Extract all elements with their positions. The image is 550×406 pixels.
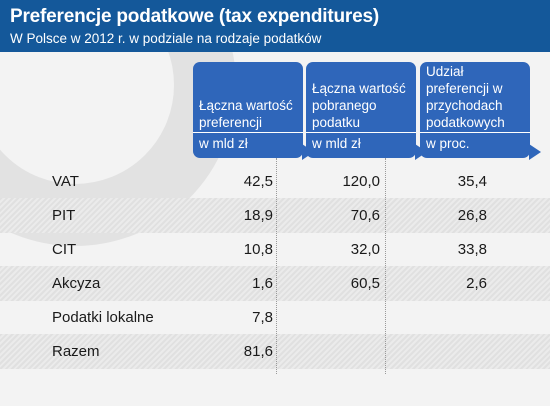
value-preferencje: 7,8 bbox=[252, 309, 273, 326]
chart-subtitle: W Polsce w 2012 r. w podziale na rodzaje… bbox=[10, 31, 322, 46]
value-preferencje: 10,8 bbox=[243, 241, 273, 258]
value-preferencje: 81,6 bbox=[243, 343, 273, 360]
column-divider bbox=[276, 158, 277, 374]
value-pobrany-podatek: 70,6 bbox=[350, 207, 380, 224]
column-header-divider bbox=[306, 132, 416, 133]
column-header-udzial: Udział preferencji w przychodach podatko… bbox=[420, 62, 541, 160]
value-udzial: 35,4 bbox=[457, 173, 487, 190]
column-header-unit: w mld zł bbox=[199, 136, 248, 151]
row-label: VAT bbox=[52, 173, 79, 190]
column-header-unit: w mld zł bbox=[312, 136, 361, 151]
header-bar: Preferencje podatkowe (tax expenditures)… bbox=[0, 0, 550, 52]
table-row: Podatki lokalne 7,8 bbox=[0, 300, 550, 335]
row-label: PIT bbox=[52, 207, 76, 224]
value-pobrany-podatek: 32,0 bbox=[350, 241, 380, 258]
table-row: CIT 10,8 32,0 33,8 bbox=[0, 232, 550, 267]
column-header-divider bbox=[420, 132, 530, 133]
value-preferencje: 42,5 bbox=[243, 173, 273, 190]
column-header-unit: w proc. bbox=[426, 136, 470, 151]
value-preferencje: 1,6 bbox=[252, 275, 273, 292]
value-pobrany-podatek: 120,0 bbox=[342, 173, 380, 190]
column-divider bbox=[385, 158, 386, 374]
table-row: PIT 18,9 70,6 26,8 bbox=[0, 198, 550, 233]
row-label: Podatki lokalne bbox=[52, 309, 154, 326]
row-label: Razem bbox=[52, 343, 100, 360]
value-udzial: 26,8 bbox=[457, 207, 487, 224]
column-header-preferencje: Łączna wartość preferencji w mld zł bbox=[193, 62, 314, 160]
column-header-pointer bbox=[529, 144, 541, 160]
value-udzial: 2,6 bbox=[466, 275, 487, 292]
table-row: Akcyza 1,6 60,5 2,6 bbox=[0, 266, 550, 301]
table-row: VAT 42,5 120,0 35,4 bbox=[0, 164, 550, 199]
column-header-pobrany-podatek: Łączna wartość pobranego podatku w mld z… bbox=[306, 62, 427, 160]
column-header-label: Udział preferencji w przychodach podatko… bbox=[426, 64, 505, 130]
table-row: Razem 81,6 bbox=[0, 334, 550, 369]
column-header-divider bbox=[193, 132, 303, 133]
row-label: Akcyza bbox=[52, 275, 101, 292]
value-udzial: 33,8 bbox=[457, 241, 487, 258]
value-preferencje: 18,9 bbox=[243, 207, 273, 224]
value-pobrany-podatek: 60,5 bbox=[350, 275, 380, 292]
column-header-label: Łączna wartość preferencji bbox=[199, 98, 293, 130]
column-header-label: Łączna wartość pobranego podatku bbox=[312, 81, 406, 130]
chart-title: Preferencje podatkowe (tax expenditures) bbox=[10, 6, 379, 27]
row-label: CIT bbox=[52, 241, 77, 258]
